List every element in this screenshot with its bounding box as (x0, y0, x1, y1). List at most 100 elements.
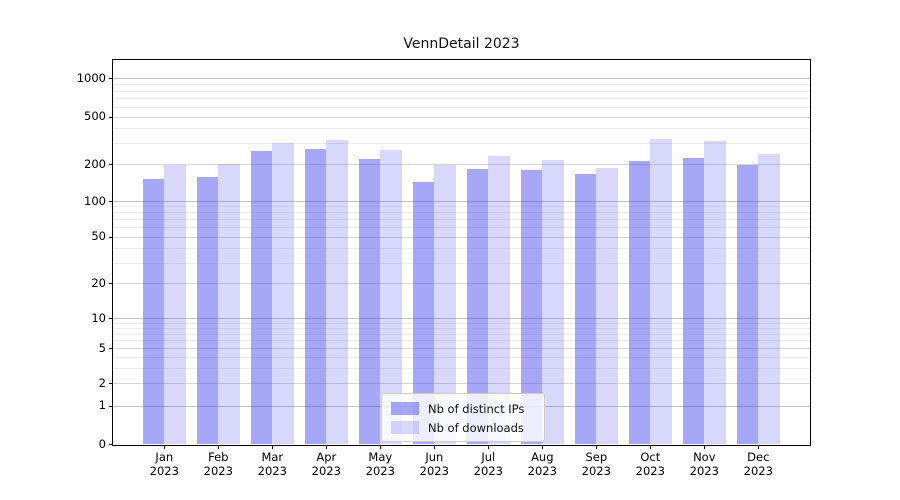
x-tick-mark (164, 445, 166, 449)
y-tick-label: 10 (91, 310, 106, 325)
legend-swatch-downloads-icon (391, 421, 419, 434)
bar-distinct-ips (196, 176, 219, 444)
y-tick-mark (109, 444, 113, 445)
x-tick-label: Nov 2023 (689, 450, 719, 478)
x-tick-label: Feb 2023 (203, 450, 233, 478)
y-tick-mark (109, 236, 113, 238)
x-tick-mark (542, 445, 544, 449)
y-tick-label: 100 (84, 193, 106, 208)
x-tick-label: Mar 2023 (257, 450, 287, 478)
legend-label-distinct-ips: Nb of distinct IPs (428, 401, 525, 416)
legend-item-downloads: Nb of downloads (382, 417, 544, 436)
major-gridline (113, 348, 810, 350)
minor-gridline (113, 248, 810, 250)
x-tick-mark (758, 445, 760, 449)
y-tick-label: 500 (84, 109, 106, 124)
bar-downloads (488, 156, 510, 444)
y-tick-mark (109, 164, 113, 165)
minor-gridline (113, 98, 810, 100)
y-tick-label: 20 (91, 275, 106, 290)
major-gridline (113, 78, 810, 80)
minor-gridline (113, 262, 810, 264)
bar-downloads (758, 153, 780, 444)
y-tick-mark (109, 383, 113, 385)
x-tick-mark (596, 445, 598, 449)
major-gridline (113, 201, 810, 202)
y-tick-mark (109, 318, 113, 320)
major-gridline (113, 236, 810, 238)
y-tick-label: 1 (98, 398, 106, 413)
x-tick-mark (218, 445, 220, 449)
bar-downloads (650, 138, 672, 444)
bar-downloads (218, 164, 240, 444)
minor-gridline (113, 206, 810, 208)
bar-distinct-ips (682, 157, 705, 444)
minor-gridline (113, 128, 810, 130)
bar-downloads (704, 141, 726, 444)
y-tick-mark (109, 78, 113, 80)
y-tick-label: 0 (98, 436, 106, 451)
plot-area (112, 59, 811, 446)
bar-downloads (380, 150, 402, 444)
x-tick-label: Sep 2023 (581, 450, 611, 478)
x-tick-label: Jan 2023 (149, 450, 179, 478)
x-tick-label: Jul 2023 (473, 450, 503, 478)
y-tick-label: 200 (84, 156, 106, 171)
y-tick-mark (109, 283, 113, 285)
x-tick-mark (704, 445, 706, 449)
y-tick-mark (109, 405, 113, 407)
x-tick-label: May 2023 (365, 450, 395, 478)
y-tick-label: 1000 (76, 70, 106, 85)
major-gridline (113, 164, 810, 165)
chart-title: VennDetail 2023 (403, 36, 520, 52)
bar-distinct-ips (358, 159, 381, 444)
x-tick-mark (434, 445, 436, 449)
minor-gridline (113, 143, 810, 145)
legend-item-distinct-ips: Nb of distinct IPs (382, 398, 544, 417)
bar-distinct-ips (412, 181, 435, 444)
bar-downloads (326, 139, 348, 444)
x-tick-label: Dec 2023 (743, 450, 773, 478)
y-tick-mark (109, 116, 113, 118)
major-gridline (113, 283, 810, 285)
minor-gridline (113, 356, 810, 358)
minor-gridline (113, 212, 810, 214)
x-tick-mark (380, 445, 382, 449)
minor-gridline (113, 106, 810, 108)
minor-gridline (113, 340, 810, 342)
bar-downloads (272, 143, 294, 444)
y-tick-label: 5 (98, 340, 106, 355)
bar-distinct-ips (736, 165, 759, 444)
x-tick-mark (272, 445, 274, 449)
minor-gridline (113, 84, 810, 86)
x-tick-label: Apr 2023 (311, 450, 341, 478)
bar-distinct-ips (304, 149, 327, 444)
major-gridline (113, 116, 810, 118)
minor-gridline (113, 90, 810, 92)
bar-downloads (542, 159, 564, 444)
bar-distinct-ips (142, 179, 165, 444)
major-gridline (113, 383, 810, 385)
x-tick-label: Aug 2023 (527, 450, 557, 478)
minor-gridline (113, 322, 810, 324)
bar-downloads (596, 167, 618, 444)
bar-distinct-ips (628, 160, 651, 444)
bar-downloads (164, 165, 186, 444)
legend-swatch-distinct-ips-icon (391, 402, 419, 415)
x-tick-mark (650, 445, 652, 449)
minor-gridline (113, 327, 810, 329)
legend-label-downloads: Nb of downloads (428, 420, 524, 435)
minor-gridline (113, 333, 810, 335)
legend: Nb of distinct IPs Nb of downloads (381, 393, 545, 442)
x-tick-mark (326, 445, 328, 449)
bar-distinct-ips (520, 169, 543, 444)
y-tick-label: 2 (98, 375, 106, 390)
x-tick-mark (488, 445, 490, 449)
x-tick-label: Oct 2023 (635, 450, 665, 478)
major-gridline (113, 318, 810, 320)
bar-downloads (434, 164, 456, 444)
x-tick-label: Jun 2023 (419, 450, 449, 478)
minor-gridline (113, 219, 810, 221)
y-tick-label: 50 (91, 229, 106, 244)
